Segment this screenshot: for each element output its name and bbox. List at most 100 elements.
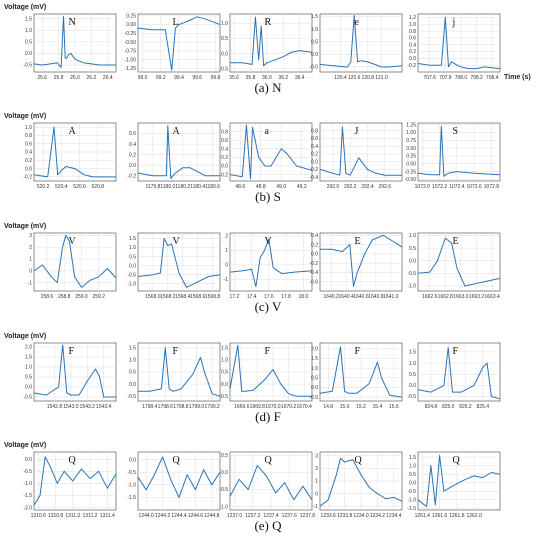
y-tick-label: 0.4: [221, 146, 228, 152]
ecg-trace: [319, 14, 403, 68]
y-tick-label: 0.0: [25, 385, 32, 391]
x-tick-label: 708.2: [470, 75, 483, 81]
y-tick-label: -1.5: [23, 493, 32, 499]
x-tick-label: 1237.8: [300, 513, 316, 519]
beat-label: F: [354, 346, 360, 357]
x-tick-label: 1262.0: [466, 513, 482, 519]
plot-frame: [229, 13, 313, 73]
x-tick-label: 708.0: [455, 75, 468, 81]
ecg-trace: [417, 125, 501, 177]
y-tick-label: 1.5: [129, 236, 136, 242]
y-tick-label: 1.5: [25, 355, 32, 361]
y-tick-label: 0.5: [221, 370, 228, 376]
x-tick-label: 14.8: [323, 404, 333, 410]
x-tick-label: 1641.0: [383, 294, 399, 300]
y-tick-label: 1.25: [406, 122, 416, 128]
beat-label: Q: [354, 455, 362, 466]
y-tick-label: 0.8: [409, 29, 416, 35]
x-tick-label: 49.0: [276, 184, 286, 190]
x-tick-label: 1261.6: [432, 513, 448, 519]
panel: -1.5 -1.0 -0.5 0.0 0.5 1.0 1.5 1261.4 1261.6 1261…: [407, 451, 501, 519]
y-tick-label: 1.0: [409, 22, 416, 28]
y-tick-label: 0.5: [129, 370, 136, 376]
x-tick-label: 825.4: [476, 404, 489, 410]
beat-label: J: [354, 126, 358, 137]
y-tick-label: 1.5: [221, 346, 228, 352]
y-tick-label: 0.00: [126, 22, 136, 28]
ecg-trace: [319, 126, 402, 176]
y-tick-label: -0.2: [309, 167, 318, 173]
y-tick-label: 0.00: [406, 161, 416, 167]
x-tick-label: 520.8: [92, 184, 105, 190]
panel: -0.5 0.0 0.5 1.0 1.5 2.0 14.8 15.0 15.2 15.4 15.6 F: [309, 342, 403, 410]
x-tick-label: 1237.6: [282, 513, 298, 519]
y-tick-label: -0.5: [127, 272, 136, 278]
x-tick-label: 1568.8: [205, 294, 221, 300]
y-tick-label: -0.5: [219, 394, 228, 400]
x-tick-label: 824.8: [425, 404, 438, 410]
ecg-trace: [138, 347, 221, 397]
beat-label: L: [172, 17, 178, 28]
y-tick-label: -0.5: [127, 470, 136, 476]
x-tick-label: 292.6: [378, 184, 391, 190]
y-tick-label: -0.25: [405, 169, 417, 175]
y-tick-label: 0.6: [221, 138, 228, 144]
y-tick-label: 0.5: [311, 39, 318, 45]
x-tick-label: 1234.4: [386, 513, 402, 519]
y-tick-label: 1.0: [25, 28, 32, 34]
y-tick-label: 1.5: [311, 14, 318, 20]
y-tick-label: 0.6: [311, 136, 318, 142]
panel-caption: (b) S: [255, 189, 281, 204]
y-tick-label: -0.2: [219, 172, 228, 178]
y-tick-label: 1.5: [25, 16, 32, 22]
y-tick-label: 1.2: [409, 15, 416, 21]
y-tick-label: -1.0: [219, 504, 228, 510]
panel: -0.4 -0.2 0.00.2 0.4 0.6 0.8 292.0 292.2 292.4 29…: [309, 122, 403, 190]
x-tick-label: 1244.2: [155, 513, 171, 519]
y-tick-label: 1.0: [409, 463, 416, 469]
y-tick-label: 1.0: [129, 245, 136, 251]
y-tick-label: -0.50: [405, 177, 417, 183]
y-tick-label: 1.0: [221, 21, 228, 27]
y-tick-label: 1: [29, 257, 32, 263]
x-tick-label: 1670.4: [297, 404, 313, 410]
x-tick-label: 1179.8: [145, 184, 160, 190]
beat-label: Q: [452, 455, 460, 466]
x-tick-label: 1798.8: [173, 404, 189, 410]
x-tick-label: 1233.8: [337, 513, 353, 519]
y-tick-label: -0.2: [23, 175, 32, 181]
beat-label: V: [264, 236, 272, 247]
y-tick-label: 1.00: [406, 130, 416, 136]
y-tick-label: 0.0: [311, 252, 318, 258]
y-tick-label: -1.0: [127, 281, 136, 287]
y-tick-label: 0.6: [409, 36, 416, 42]
panel: -1 0 1 2 17.2 17.4 17.6 17.8 18.0 V: [224, 232, 313, 300]
panel: -0.2 0.0 0.2 0.4 0.6 0.8 1.0 520.2 520.4 520.6 520…: [23, 122, 117, 190]
x-tick-label: 1798.6: [158, 404, 174, 410]
x-tick-label: 1310.6: [31, 513, 47, 519]
x-tick-label: 520.2: [37, 184, 50, 190]
beat-label: A: [172, 126, 180, 137]
x-tick-label: 36.0: [262, 75, 272, 81]
beat-label: Q: [172, 455, 180, 466]
plot-frame: [229, 122, 313, 182]
panel: -0.20.00.20.40.60.81.01.2 707.6 707.8 708.0…: [407, 13, 501, 81]
y-tick-label: 0: [225, 263, 228, 269]
beat-label: V: [172, 236, 180, 247]
panel: -1 0 1 2 3 1233.6 1233.8 1234.0 1234.2 1234.4 Q: [314, 451, 403, 519]
x-tick-label: 1237.2: [245, 513, 261, 519]
beat-label: E: [354, 236, 360, 247]
y-tick-label: -0.2: [309, 261, 318, 267]
x-tick-label: 17.4: [247, 294, 257, 300]
y-tick-label: 0.0: [25, 457, 32, 463]
x-tick-label: 520.4: [55, 184, 68, 190]
y-tick-label: 0.5: [409, 472, 416, 478]
x-tick-label: 35.8: [246, 75, 256, 81]
y-tick-label: -0.5: [23, 63, 32, 69]
x-tick-label: 1543.0: [63, 404, 79, 410]
x-tick-label: 1237.0: [227, 513, 243, 519]
y-tick-label: 0.2: [25, 158, 32, 164]
panel: -1 0 1 2 3 258.6 258.8 259.0 259.2 V: [28, 232, 117, 300]
